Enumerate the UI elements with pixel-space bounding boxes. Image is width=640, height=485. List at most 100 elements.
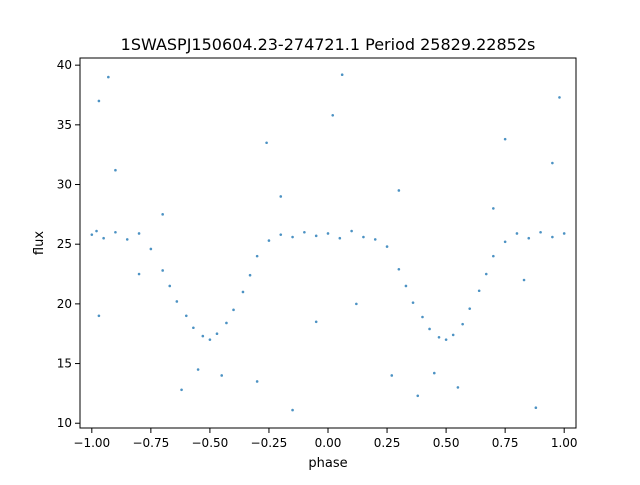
data-point — [241, 290, 245, 294]
data-point — [437, 335, 441, 339]
data-point — [411, 301, 415, 304]
x-tick-label: 1.00 — [551, 436, 578, 450]
data-point — [451, 333, 455, 337]
y-tick-label: 35 — [57, 118, 72, 132]
data-point — [527, 236, 531, 240]
data-point — [232, 308, 235, 312]
data-point — [175, 300, 179, 303]
data-point — [125, 238, 129, 241]
data-point — [220, 374, 224, 377]
data-point — [397, 267, 401, 271]
data-point — [114, 168, 117, 172]
data-point — [314, 320, 318, 324]
data-point — [456, 386, 460, 389]
data-point — [255, 254, 259, 258]
data-point — [404, 284, 408, 288]
data-point — [95, 229, 98, 233]
data-point — [355, 302, 358, 306]
x-tick-label: 0.75 — [492, 436, 519, 450]
x-tick-label: 0.00 — [315, 436, 342, 450]
data-point — [265, 141, 268, 145]
x-tick-label: 0.50 — [433, 436, 460, 450]
data-point — [97, 99, 101, 103]
x-tick-label: −0.50 — [192, 436, 229, 450]
data-point — [534, 406, 538, 410]
data-point — [255, 380, 259, 383]
data-point — [492, 207, 495, 210]
data-point — [248, 273, 252, 277]
data-point — [161, 213, 164, 216]
y-tick-label: 20 — [57, 297, 72, 311]
data-point — [279, 195, 283, 198]
data-point — [484, 272, 488, 276]
data-point — [180, 388, 183, 392]
y-tick-label: 10 — [57, 416, 72, 430]
data-point — [107, 75, 110, 79]
data-point — [428, 327, 431, 331]
data-point — [385, 245, 389, 248]
data-point — [137, 272, 141, 276]
data-point — [492, 254, 495, 258]
data-point — [515, 232, 519, 235]
data-point — [551, 161, 554, 165]
data-point — [102, 236, 105, 240]
x-axis-label: phase — [308, 456, 347, 471]
scatter-points — [90, 73, 566, 412]
x-tick-label: 0.25 — [374, 436, 401, 450]
chart-title: 1SWASPJ150604.23-274721.1 Period 25829.2… — [121, 35, 536, 54]
data-point — [326, 232, 330, 235]
data-point — [215, 332, 219, 336]
y-tick-label: 40 — [57, 58, 72, 72]
data-point — [468, 307, 472, 310]
y-tick-label: 15 — [57, 357, 72, 371]
data-point — [373, 238, 377, 241]
data-point — [397, 189, 401, 192]
data-point — [97, 314, 101, 318]
data-point — [503, 137, 507, 141]
y-axis-label: flux — [32, 231, 47, 255]
data-point — [149, 247, 153, 251]
data-point — [340, 73, 344, 77]
y-axis: 10 15 20 25 30 35 40 — [57, 58, 80, 430]
data-point — [362, 235, 365, 239]
data-point — [522, 278, 526, 282]
data-point — [539, 230, 542, 234]
data-point — [350, 229, 353, 233]
data-point — [461, 322, 464, 326]
x-tick-label: −0.25 — [251, 436, 288, 450]
x-tick-label: −1.00 — [73, 436, 110, 450]
y-tick-label: 30 — [57, 178, 72, 192]
data-point — [390, 374, 394, 377]
data-point — [551, 235, 554, 239]
data-point — [477, 289, 481, 293]
y-tick-label: 25 — [57, 237, 72, 251]
data-point — [421, 315, 424, 319]
data-point — [114, 230, 117, 234]
data-point — [168, 284, 172, 288]
data-point — [208, 338, 212, 341]
data-point — [137, 232, 141, 235]
data-point — [201, 334, 205, 338]
data-point — [432, 371, 436, 375]
data-point — [558, 96, 561, 99]
data-point — [562, 232, 566, 235]
data-point — [291, 408, 294, 412]
data-point — [192, 326, 195, 330]
data-point — [184, 314, 188, 318]
x-tick-label: −0.75 — [132, 436, 169, 450]
data-point — [196, 368, 200, 371]
data-point — [444, 338, 448, 341]
data-point — [416, 394, 420, 398]
data-point — [338, 236, 342, 240]
data-point — [267, 239, 271, 242]
data-point — [303, 230, 306, 234]
data-point — [279, 233, 283, 236]
data-point — [503, 240, 507, 244]
data-point — [161, 269, 164, 272]
data-point — [331, 113, 335, 117]
data-point — [90, 233, 94, 236]
data-point — [314, 234, 318, 238]
